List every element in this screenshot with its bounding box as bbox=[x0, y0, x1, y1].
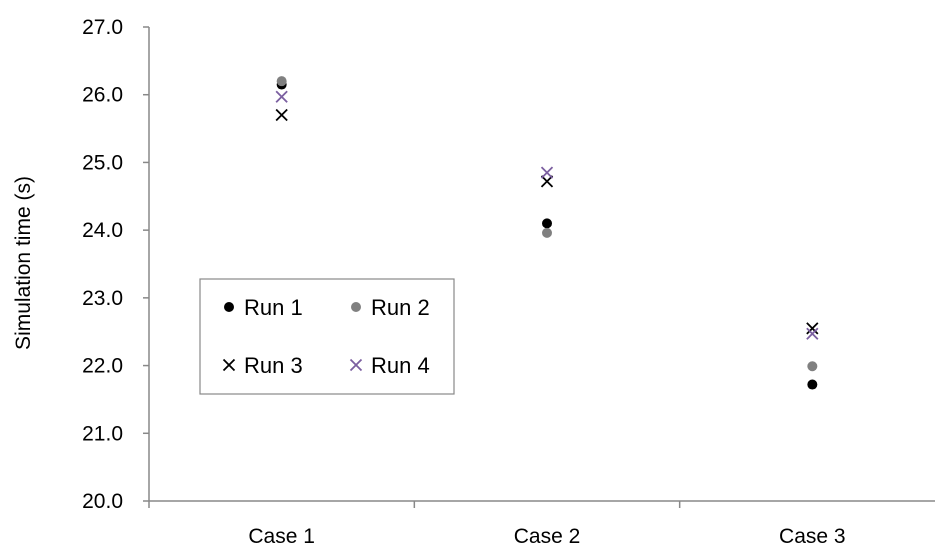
data-point-run-1 bbox=[807, 379, 818, 390]
y-tick-label: 23.0 bbox=[82, 287, 123, 310]
data-points bbox=[275, 76, 819, 390]
y-tick-label: 21.0 bbox=[82, 422, 123, 445]
data-point-run-3 bbox=[806, 322, 819, 335]
y-tick-label: 26.0 bbox=[82, 84, 123, 107]
x-tick-label: Case 2 bbox=[514, 525, 581, 548]
data-point-run-3 bbox=[540, 175, 554, 188]
y-tick-label: 24.0 bbox=[82, 219, 123, 242]
data-point-run-2 bbox=[542, 227, 552, 238]
legend-label-run-3: Run 3 bbox=[244, 353, 303, 378]
y-tick-label: 20.0 bbox=[82, 490, 123, 513]
data-point-run-1 bbox=[542, 218, 552, 229]
legend-label-run-2: Run 2 bbox=[371, 295, 430, 320]
legend: Run 1 Run 2 Run 3 Run 4 bbox=[199, 278, 455, 395]
y-tick-label: 22.0 bbox=[82, 355, 123, 378]
y-axis: 20.0 21.0 22.0 23.0 24.0 25.0 26.0 27.0 bbox=[82, 16, 150, 513]
legend-marker-run-2 bbox=[351, 302, 361, 312]
data-point-run-4 bbox=[540, 166, 554, 179]
y-tick-label: 27.0 bbox=[82, 16, 123, 39]
y-tick-label: 25.0 bbox=[82, 151, 123, 174]
legend-marker-run-1 bbox=[224, 302, 234, 312]
x-axis: Case 1 Case 2 Case 3 bbox=[148, 500, 935, 548]
legend-marker-run-3 bbox=[222, 358, 236, 372]
data-point-run-2 bbox=[276, 76, 287, 87]
data-point-run-4 bbox=[806, 327, 819, 340]
legend-marker-run-4 bbox=[349, 358, 363, 372]
y-axis-title: Simulation time (s) bbox=[12, 176, 35, 350]
legend-label-run-1: Run 1 bbox=[244, 295, 303, 320]
data-point-run-3 bbox=[275, 108, 288, 122]
x-tick-label: Case 3 bbox=[779, 525, 846, 548]
legend-label-run-4: Run 4 bbox=[371, 353, 430, 378]
x-tick-label: Case 1 bbox=[248, 525, 315, 548]
data-point-run-2 bbox=[807, 361, 818, 372]
data-point-run-4 bbox=[275, 90, 288, 103]
legend-box bbox=[199, 278, 455, 395]
